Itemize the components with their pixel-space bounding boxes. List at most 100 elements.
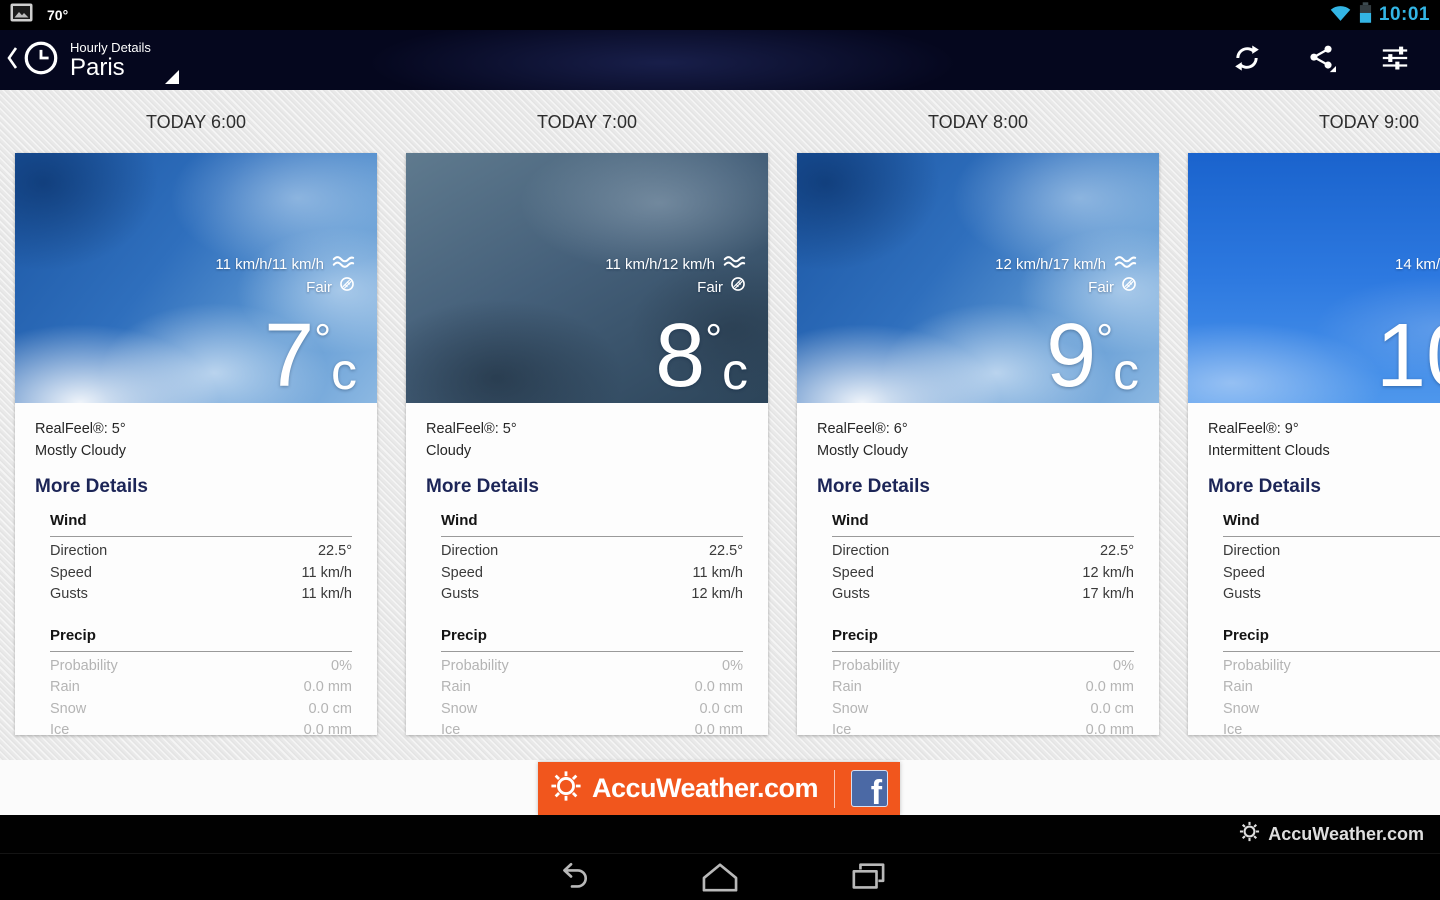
wind-speed-overlay: 12 km/h/17 km/h	[995, 256, 1106, 273]
hourly-scroll-area[interactable]: TODAY 6:00 TODAY 7:00 TODAY 8:00 TODAY 9…	[0, 90, 1440, 760]
hour-card-6[interactable]: 11 km/h/11 km/h Fair 7 ° c RealFeel®: 5° M…	[15, 153, 377, 735]
facebook-f-icon: f	[870, 774, 883, 807]
ad-divider	[834, 769, 836, 808]
temperature-value: 9	[1046, 306, 1097, 406]
wifi-icon	[1329, 4, 1352, 27]
table-row: Snow	[1223, 700, 1260, 717]
precip-section-title: Precip	[50, 621, 352, 652]
footer-bar: AccuWeather.com	[0, 815, 1440, 853]
condition-summary: Mostly Cloudy	[817, 443, 909, 459]
temperature-unit: c	[331, 343, 357, 401]
nav-recents-button[interactable]	[847, 858, 889, 896]
realfeel-line: RealFeel®: 5°	[426, 421, 517, 437]
more-details-heading: More Details	[426, 476, 539, 497]
table-row: Speed	[1223, 564, 1265, 581]
precip-section: Precip Probability 0% Rain 0.0 mm Snow 0.0 …	[50, 621, 367, 735]
degree-sign: °	[705, 315, 722, 362]
table-row: Probability 0%	[832, 657, 1134, 674]
wind-waves-icon	[331, 253, 355, 276]
temperature-value: 7	[264, 306, 315, 406]
settings-sliders-button[interactable]	[1380, 43, 1410, 78]
nav-home-button[interactable]	[699, 858, 741, 896]
temperature-value: 10	[1376, 306, 1440, 406]
table-row: Gusts 17 km/h	[832, 586, 1134, 602]
wind-section: Wind Direction 22.5° Speed 11 km/h Gusts 12…	[441, 506, 758, 606]
status-clock: 10:01	[1378, 4, 1430, 25]
realfeel-line: RealFeel®: 6°	[817, 421, 908, 437]
photo-notification-icon	[10, 3, 33, 27]
more-details-heading: More Details	[35, 476, 148, 497]
facebook-button[interactable]: f	[851, 770, 889, 807]
wind-section-title: Wind	[441, 506, 743, 537]
table-row: Rain	[1223, 679, 1253, 695]
hour-card-7[interactable]: 11 km/h/12 km/h Fair 8 ° c RealFeel®: 5° C…	[406, 153, 768, 735]
battery-icon	[1359, 2, 1372, 28]
sky-photo: 11 km/h/12 km/h Fair 8 ° c	[406, 153, 768, 403]
wind-speed-overlay: 11 km/h/11 km/h	[215, 256, 324, 273]
sky-photo: 14 km/ 10°c	[1188, 153, 1440, 403]
air-quality-label: Fair	[306, 279, 332, 296]
column-header-7: TODAY 7:00	[536, 112, 638, 132]
column-headers: TODAY 6:00 TODAY 7:00 TODAY 8:00 TODAY 9…	[0, 110, 1440, 135]
precip-section-title: Precip	[441, 621, 743, 652]
wind-section-title: Wind	[1223, 506, 1440, 537]
precip-section: Precip Probability Rain Snow Ice Dew Poi…	[1223, 621, 1440, 735]
condition-summary: Cloudy	[426, 443, 472, 459]
wind-waves-icon	[1113, 253, 1137, 276]
hour-card-9[interactable]: 14 km/ 10°c RealFeel®: 9° Intermittent C…	[1188, 153, 1440, 735]
status-bar: 70° 10:01	[0, 0, 1440, 30]
precip-section: Precip Probability 0% Rain 0.0 mm Snow 0.0 …	[832, 621, 1149, 735]
cards-row: 11 km/h/11 km/h Fair 7 ° c RealFeel®: 5° M…	[0, 153, 1440, 735]
precip-section-title: Precip	[832, 621, 1134, 652]
wind-speed-overlay: 14 km/	[1395, 256, 1440, 273]
column-header-6: TODAY 6:00	[145, 112, 247, 132]
table-row: Snow 0.0 cm	[832, 700, 1134, 717]
accuweather-sun-icon	[1239, 821, 1260, 847]
table-row: Snow 0.0 cm	[50, 700, 352, 717]
temperature-value: 8	[655, 306, 706, 406]
column-header-8: TODAY 8:00	[927, 112, 1029, 132]
hourly-clock-icon	[22, 39, 60, 82]
up-navigation-title[interactable]: Hourly Details Paris	[0, 30, 179, 90]
refresh-button[interactable]	[1232, 43, 1262, 78]
temperature: 9 ° c	[1046, 306, 1139, 406]
realfeel-line: RealFeel®: 9°	[1208, 421, 1299, 437]
location-spinner-caret-icon	[165, 70, 179, 84]
ad-brand-text: AccuWeather.com	[591, 773, 819, 803]
wind-section: Wind Direction 22.5° Speed 11 km/h Gusts 11…	[50, 506, 367, 606]
table-row: Direction 22.5°	[441, 543, 743, 559]
footer-accuweather-logo[interactable]: AccuWeather.com	[1239, 821, 1424, 847]
nav-back-button[interactable]	[551, 858, 593, 896]
table-row: Direction 22.5°	[50, 543, 352, 559]
table-row: Probability 0%	[50, 657, 352, 674]
table-row: Ice 0.0 mm	[832, 722, 1134, 735]
air-quality-ball-icon	[339, 276, 355, 299]
condition-summary: Intermittent Clouds	[1208, 443, 1330, 459]
air-quality-ball-icon	[730, 276, 746, 299]
table-row: Probability	[1223, 657, 1291, 674]
wind-section: Wind Direction 22.5° Speed 12 km/h Gusts 17…	[832, 506, 1149, 606]
air-quality-ball-icon	[1121, 276, 1137, 299]
accuweather-sun-icon	[550, 770, 582, 807]
hour-card-8[interactable]: 12 km/h/17 km/h Fair 9 ° c RealFeel®: 6° M…	[797, 153, 1159, 735]
screen-subtitle: Hourly Details	[70, 39, 151, 55]
status-ambient-temp: 70°	[47, 7, 69, 23]
sky-photo: 12 km/h/17 km/h Fair 9 ° c	[797, 153, 1159, 403]
more-details-heading: More Details	[1208, 476, 1321, 497]
wind-section-title: Wind	[832, 506, 1134, 537]
table-row: Rain 0.0 mm	[50, 679, 352, 695]
accuweather-ad-banner[interactable]: AccuWeather.com f	[538, 762, 900, 815]
realfeel-line: RealFeel®: 5°	[35, 421, 126, 437]
wind-section-title: Wind	[50, 506, 352, 537]
condition-summary: Mostly Cloudy	[35, 443, 127, 459]
temperature-unit: c	[722, 343, 748, 401]
degree-sign: °	[314, 315, 331, 362]
temperature: 10°c	[1376, 306, 1440, 406]
precip-section-title: Precip	[1223, 621, 1440, 652]
table-row: Snow 0.0 cm	[441, 700, 743, 717]
table-row: Speed 11 km/h	[50, 564, 352, 581]
table-row: Direction 22.5°	[832, 543, 1134, 559]
share-button[interactable]	[1306, 43, 1336, 78]
wind-section: Wind Direction Speed Gusts	[1223, 506, 1440, 606]
air-quality-label: Fair	[1088, 279, 1114, 296]
